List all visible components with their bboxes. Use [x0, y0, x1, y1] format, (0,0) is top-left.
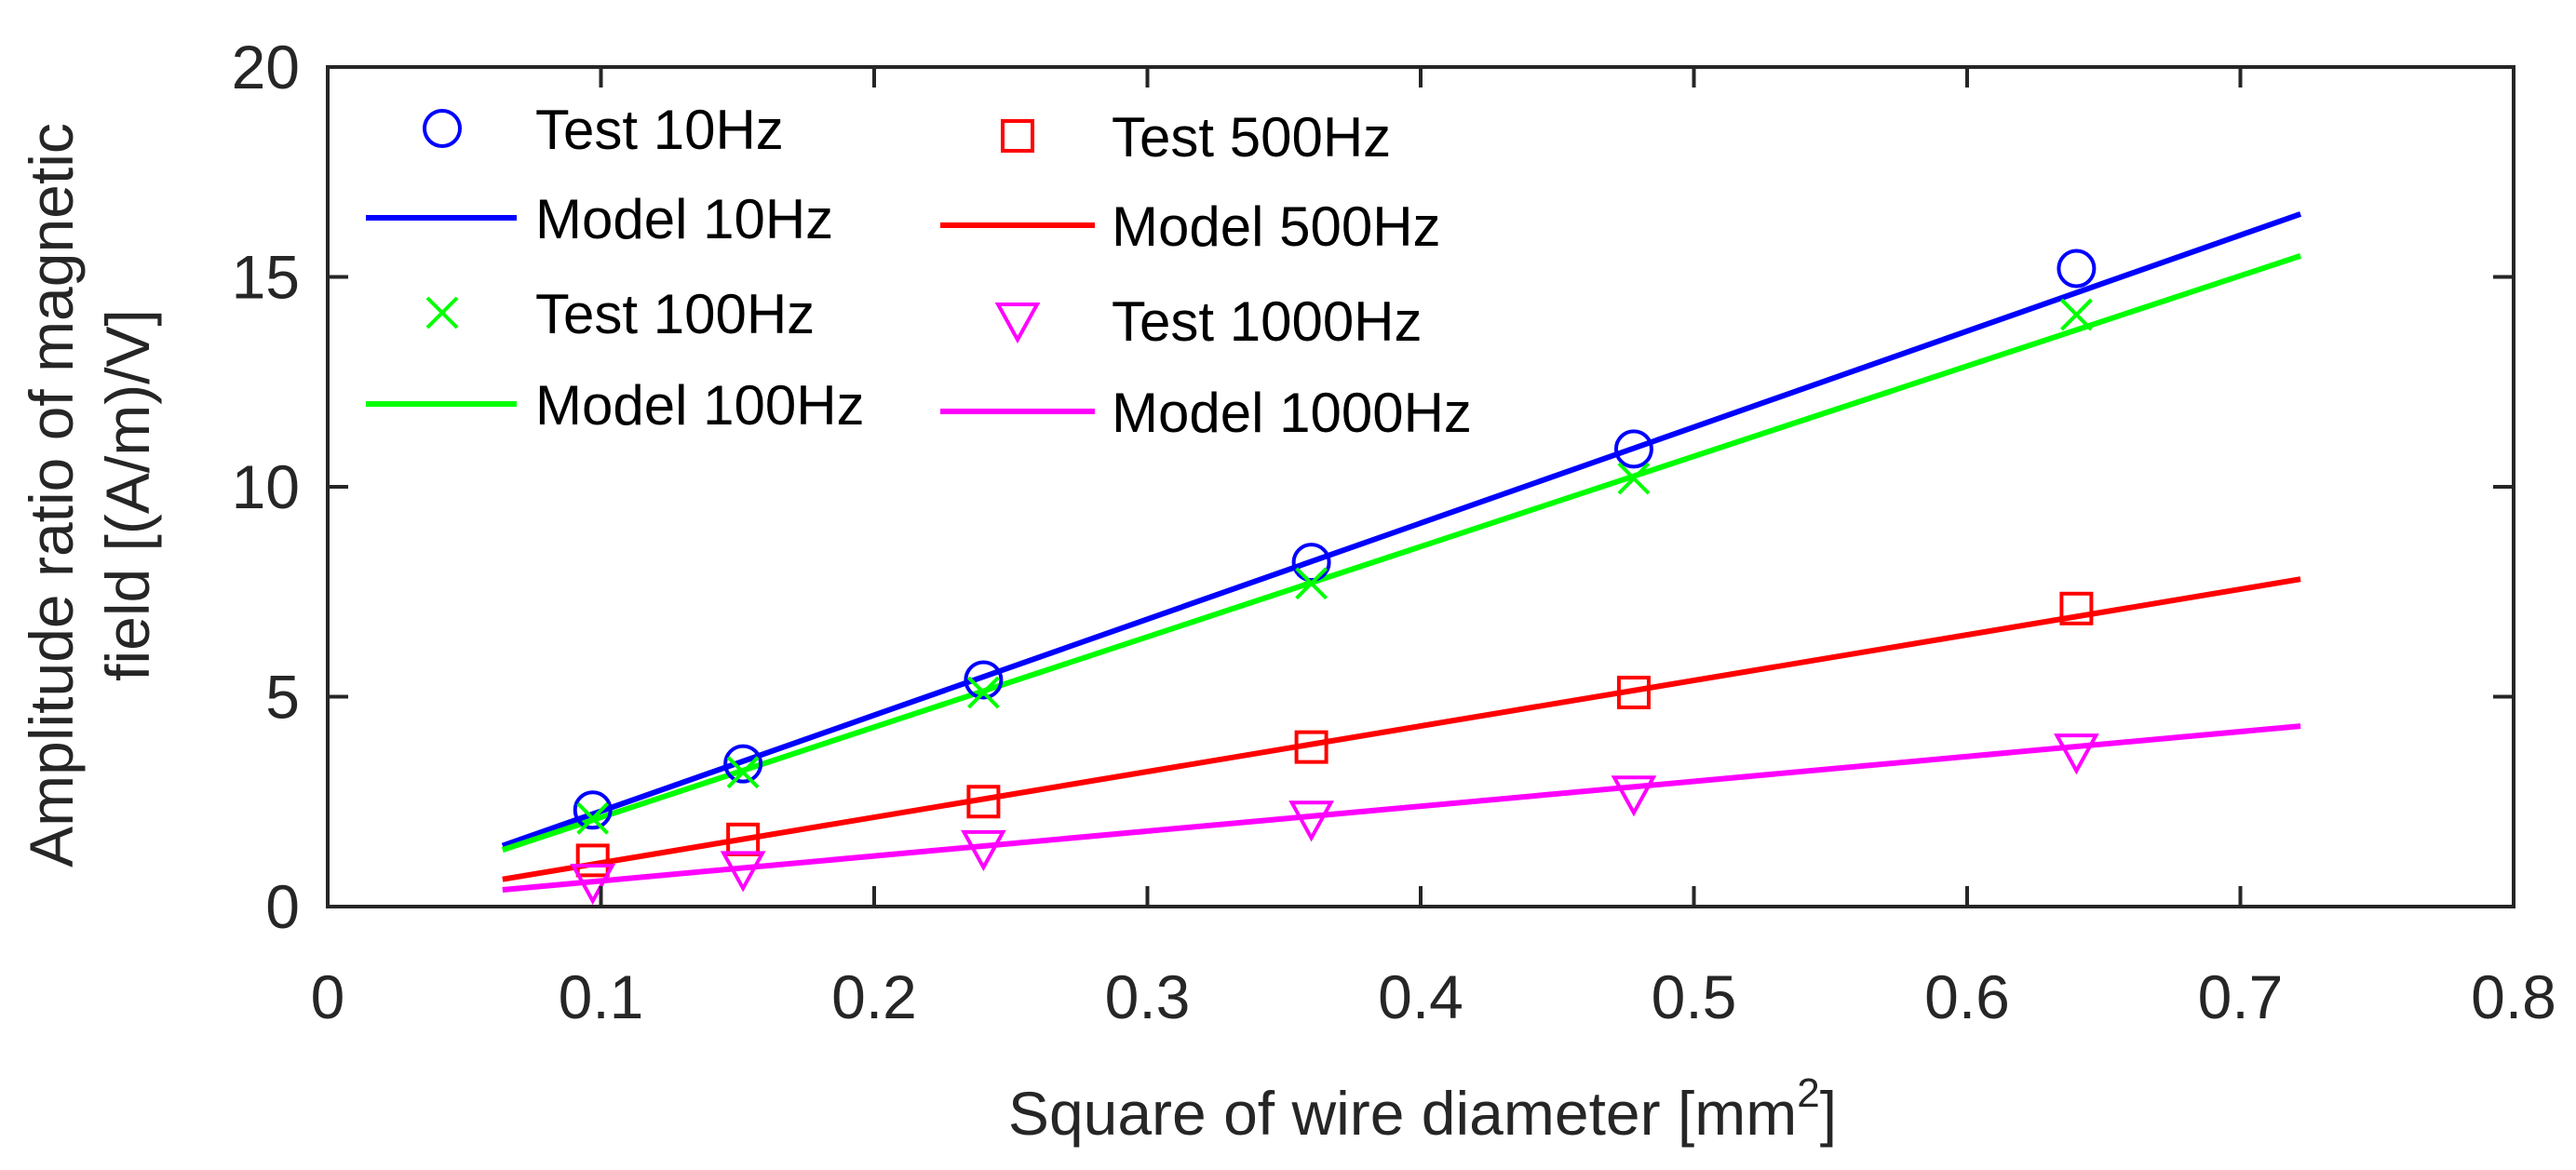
data-point-test-100hz-1: [576, 801, 610, 835]
legend-marker-test-500hz: [1001, 119, 1034, 153]
legend-label-test-500hz: Test 500Hz: [1112, 106, 1391, 168]
data-point-test-1000hz-1: [570, 863, 616, 906]
y-axis-title-line-2: field [(A/m)/V]: [93, 309, 162, 681]
x-tick-label: 0.5: [1652, 962, 1737, 1031]
axis-titles: Amplitude ratio of magnetic field [(A/m)…: [17, 123, 1837, 1148]
data-point-test-100hz-5: [1617, 462, 1651, 495]
legend-label-model-1000hz: Model 1000Hz: [1112, 382, 1472, 444]
data-point-test-1000hz-3: [961, 829, 1006, 871]
legend-label-model-100hz: Model 100Hz: [535, 374, 865, 437]
data-point-test-10hz-5: [1613, 429, 1653, 469]
x-axis-title-main: Square of wire diameter [mm: [1008, 1079, 1797, 1148]
data-point-test-500hz-4: [1294, 730, 1328, 764]
data-point-test-100hz-6: [2059, 298, 2093, 331]
y-tick-label: 0: [265, 872, 300, 941]
data-point-test-100hz-2: [726, 756, 760, 789]
series-line-model-10hz: [501, 211, 2302, 849]
data-point-test-10hz-1: [573, 790, 613, 830]
legend-label-model-500hz: Model 500Hz: [1112, 195, 1441, 258]
axes: 0 0.1 0.2 0.3 0.4 0.5 0.6 0.7 0.8 0 5 10 15 20: [232, 33, 2556, 1031]
y-tick-label: 20: [232, 33, 300, 101]
data-point-test-1000hz-2: [720, 851, 766, 893]
data-point-test-500hz-5: [1616, 675, 1651, 709]
legend-label-test-1000hz: Test 1000Hz: [1112, 290, 1423, 353]
x-tick-label: 0.8: [2471, 962, 2556, 1031]
series-line-model-1000hz: [502, 723, 2301, 893]
data-point-test-10hz-6: [2057, 249, 2097, 289]
data-point-test-1000hz-5: [1611, 775, 1657, 817]
y-tick-label: 5: [265, 663, 300, 732]
data-point-test-10hz-4: [1291, 543, 1331, 583]
legend-label-test-100hz: Test 100Hz: [535, 283, 815, 345]
y-tick-label: 10: [232, 452, 300, 521]
legend-marker-test-1000hz: [994, 303, 1041, 344]
x-axis-title-end: ]: [1820, 1079, 1837, 1148]
legend-marker-test-10hz: [423, 109, 462, 148]
x-tick-label: 0.1: [559, 962, 644, 1031]
data-point-test-100hz-3: [966, 676, 1000, 709]
series-line-model-500hz: [502, 576, 2301, 882]
x-axis-title-superscript: 2: [1797, 1070, 1819, 1116]
series-line-model-100hz: [501, 253, 2302, 853]
y-tick-label: 15: [232, 243, 300, 312]
x-tick-label: 0: [311, 962, 345, 1031]
y-axis-title-line-1: Amplitude ratio of magnetic: [17, 123, 86, 867]
legend-marker-test-100hz: [425, 296, 459, 329]
data-point-test-10hz-2: [723, 744, 763, 784]
data-point-test-1000hz-6: [2054, 733, 2099, 775]
x-tick-label: 0.3: [1105, 962, 1191, 1031]
legend-label-test-10hz: Test 10Hz: [535, 99, 784, 161]
x-tick-label: 0.7: [2198, 962, 2284, 1031]
x-tick-label: 0.2: [831, 962, 917, 1031]
legend: Test 10Hz Model 10Hz Test 100Hz Model 100Hz…: [366, 99, 1472, 444]
data-point-test-500hz-3: [966, 785, 1001, 819]
data-point-test-500hz-6: [2059, 591, 2094, 625]
x-axis-title: Square of wire diameter [mm2]: [1008, 1070, 1837, 1148]
legend-label-model-10hz: Model 10Hz: [535, 188, 833, 250]
data-point-test-100hz-4: [1295, 567, 1328, 600]
data-point-test-10hz-3: [964, 660, 1004, 700]
x-tick-label: 0.4: [1378, 962, 1463, 1031]
data-point-test-500hz-1: [575, 843, 610, 878]
plot-area: [501, 211, 2302, 906]
data-point-test-1000hz-4: [1288, 800, 1334, 842]
x-tick-label: 0.6: [1924, 962, 2010, 1031]
